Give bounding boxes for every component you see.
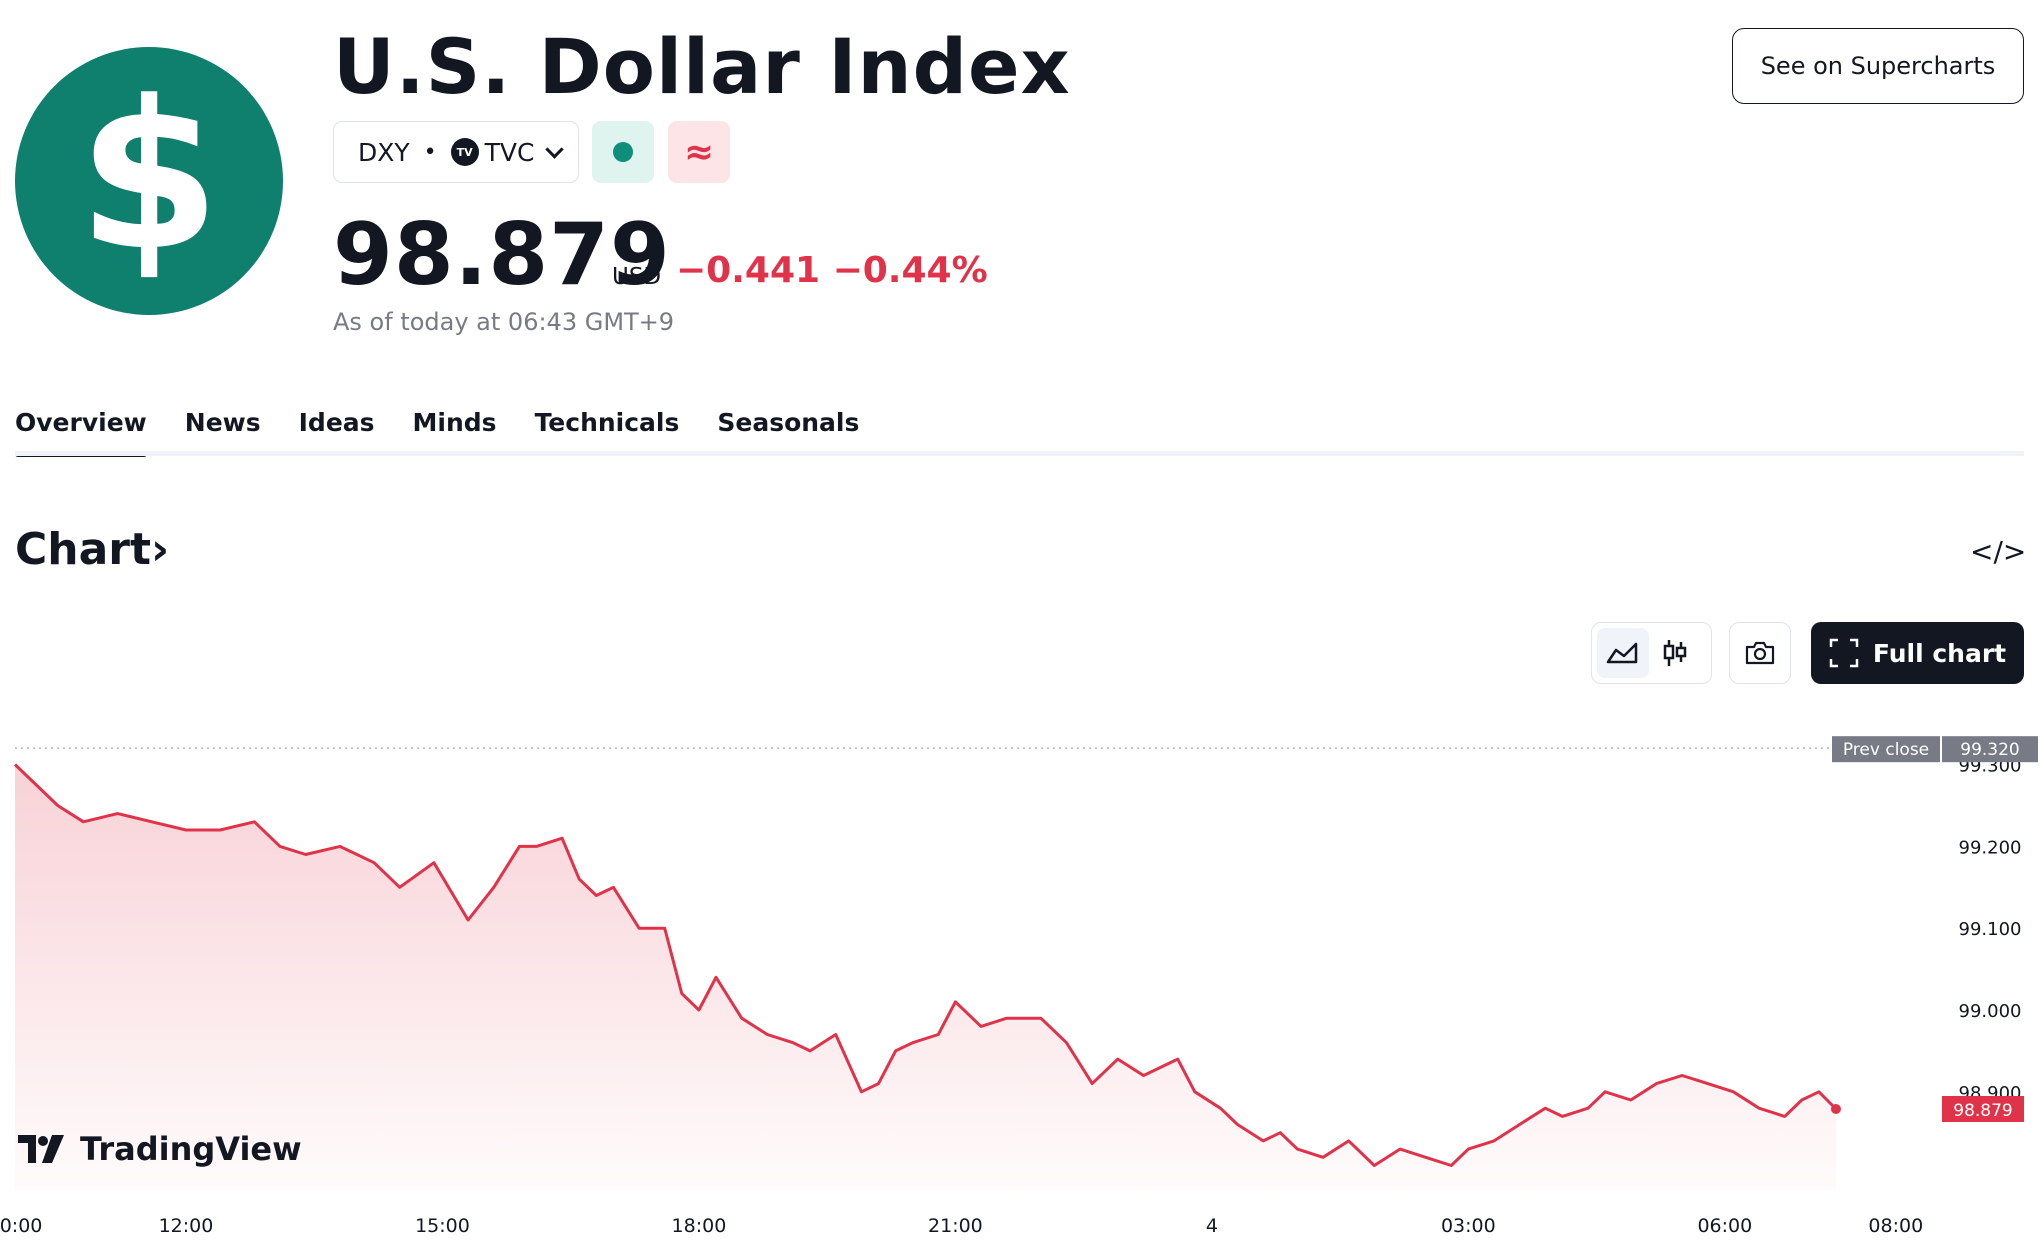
last-price: 98.879 <box>333 205 671 305</box>
full-chart-button[interactable]: Full chart <box>1811 622 2024 684</box>
tradingview-logo[interactable]: TradingView <box>18 1130 302 1168</box>
market-open-dot-icon <box>613 142 633 162</box>
x-axis-tick-label: 12:00 <box>159 1215 214 1237</box>
tab-overview[interactable]: Overview <box>15 408 147 457</box>
tab-seasonals[interactable]: Seasonals <box>717 408 860 437</box>
x-axis-tick-label: 18:00 <box>672 1215 727 1237</box>
tradingview-brand: TradingView <box>80 1130 302 1168</box>
change-value: −0.441 <box>676 250 821 291</box>
candles-chart-button[interactable] <box>1649 628 1701 678</box>
currency-label: USD <box>612 264 662 290</box>
tab-technicals[interactable]: Technicals <box>534 408 680 437</box>
x-axis-tick-label: 4 <box>1206 1215 1218 1237</box>
chart-heading-link[interactable]: Chart› <box>15 524 169 575</box>
symbol-exchange-selector[interactable]: DXY • TV TVC <box>333 121 579 183</box>
x-axis-tick-label: 21:00 <box>928 1215 983 1237</box>
symbol-label: DXY <box>358 137 410 167</box>
price-change: −0.441 −0.44% <box>676 250 988 291</box>
x-axis-tick-label: 03:00 <box>1441 1215 1496 1237</box>
tab-news[interactable]: News <box>184 408 261 437</box>
snapshot-button[interactable] <box>1729 622 1791 684</box>
candlestick-icon <box>1663 640 1687 666</box>
prev-close-tag-bg <box>1832 736 1940 763</box>
x-axis-tick-label: 08:00 <box>1868 1215 1923 1237</box>
chart-style-toggle <box>1591 622 1712 684</box>
tab-ideas[interactable]: Ideas <box>298 408 375 437</box>
price-area-fill <box>15 764 1836 1190</box>
chevron-down-icon <box>545 139 565 159</box>
prev-close-value: 99.320 <box>1960 740 2019 760</box>
prev-close-tag: Prev close <box>1843 740 1929 760</box>
page-title: U.S. Dollar Index <box>333 22 1071 111</box>
as-of-timestamp: As of today at 06:43 GMT+9 <box>333 308 675 336</box>
full-chart-label: Full chart <box>1872 638 2007 668</box>
last-price-dot <box>1830 1104 1841 1114</box>
code-embed-icon[interactable]: </> <box>1970 535 2027 568</box>
tabs-divider <box>15 451 2024 456</box>
tradingview-exchange-icon: TV <box>450 138 479 166</box>
x-axis-tick-label: 15:00 <box>415 1215 470 1237</box>
x-axis-tick-label: 06:00 <box>1697 1215 1752 1237</box>
section-tabs: Overview News Ideas Minds Technicals Sea… <box>15 408 897 457</box>
y-axis-tick-label: 99.200 <box>1959 837 2022 858</box>
chart-heading: Chart <box>15 524 152 575</box>
y-axis-tick-label: 99.000 <box>1959 1001 2022 1022</box>
price-line <box>13 763 1838 1167</box>
x-axis-tick-label: 10:00 <box>0 1215 42 1237</box>
prev-close-value-bg <box>1942 736 2038 763</box>
camera-icon <box>1745 641 1775 665</box>
chevron-right-icon: › <box>151 524 170 575</box>
dollar-logo: $ <box>15 47 283 315</box>
market-status-badge[interactable] <box>592 121 654 183</box>
last-price-tag: 98.879 <box>1953 1101 2012 1121</box>
y-axis-tick-label: 99.100 <box>1959 919 2022 940</box>
tradingview-brand-icon <box>18 1135 64 1163</box>
separator-dot: • <box>423 139 437 165</box>
fullscreen-icon <box>1829 638 1859 668</box>
area-chart-button[interactable] <box>1597 628 1649 678</box>
delayed-data-badge[interactable]: ≈ <box>668 121 730 183</box>
change-percent: −0.44% <box>832 250 988 291</box>
tab-minds[interactable]: Minds <box>412 408 497 437</box>
area-chart-icon <box>1606 642 1638 664</box>
see-on-supercharts-button[interactable]: See on Supercharts <box>1732 28 2024 104</box>
exchange-label: TVC <box>484 137 535 167</box>
last-price-tag-bg <box>1942 1096 2024 1122</box>
